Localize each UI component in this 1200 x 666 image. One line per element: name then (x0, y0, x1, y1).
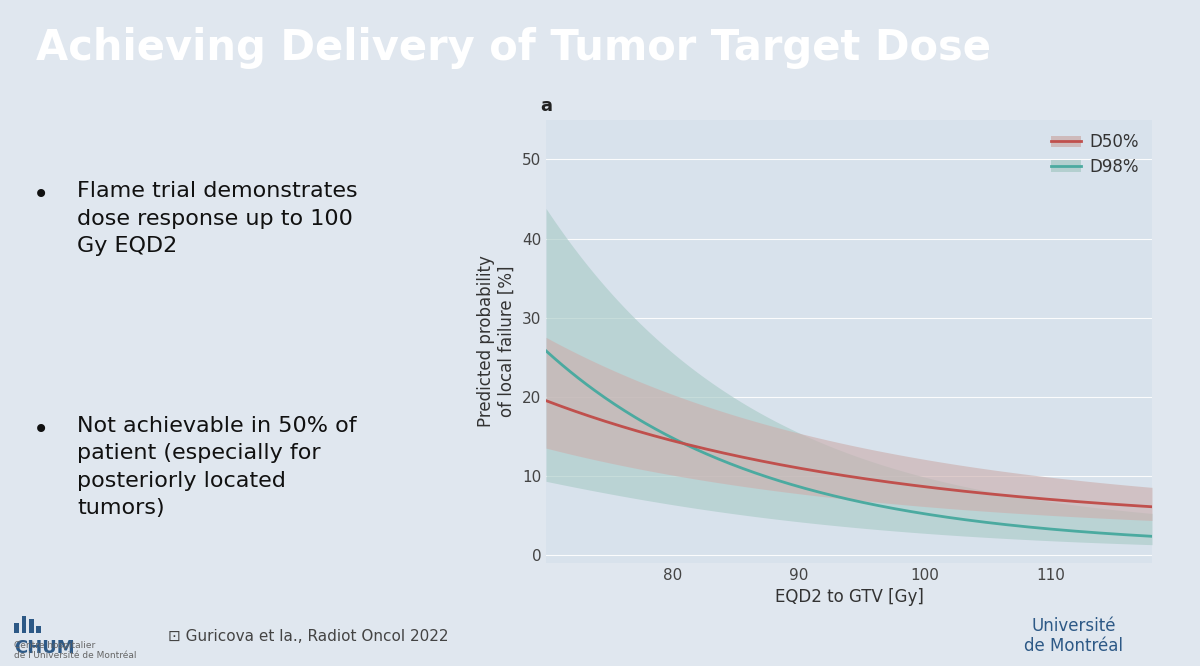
Text: Not achievable in 50% of
patient (especially for
posteriorly located
tumors): Not achievable in 50% of patient (especi… (77, 416, 356, 518)
X-axis label: EQD2 to GTV [Gy]: EQD2 to GTV [Gy] (774, 588, 924, 606)
Text: Achieving Delivery of Tumor Target Dose: Achieving Delivery of Tumor Target Dose (36, 27, 991, 69)
Bar (36, 625, 41, 633)
Bar (14, 623, 19, 633)
Text: Flame trial demonstrates
dose response up to 100
Gy EQD2: Flame trial demonstrates dose response u… (77, 182, 358, 256)
Bar (29, 619, 34, 633)
Text: CHUM: CHUM (14, 639, 76, 657)
Y-axis label: Predicted probability
of local failure [%]: Predicted probability of local failure [… (478, 255, 516, 428)
Text: ⊡ Guricova et la., Radiot Oncol 2022: ⊡ Guricova et la., Radiot Oncol 2022 (168, 629, 449, 643)
Text: Université
de Montréal: Université de Montréal (1025, 617, 1123, 655)
Bar (22, 616, 26, 633)
Text: •: • (34, 182, 49, 210)
Legend: D50%, D98%: D50%, D98% (1046, 129, 1144, 181)
Text: Centre hospitalier
de l'Université de Montréal: Centre hospitalier de l'Université de Mo… (14, 641, 137, 660)
Text: •: • (34, 416, 49, 444)
Text: a: a (540, 97, 552, 115)
